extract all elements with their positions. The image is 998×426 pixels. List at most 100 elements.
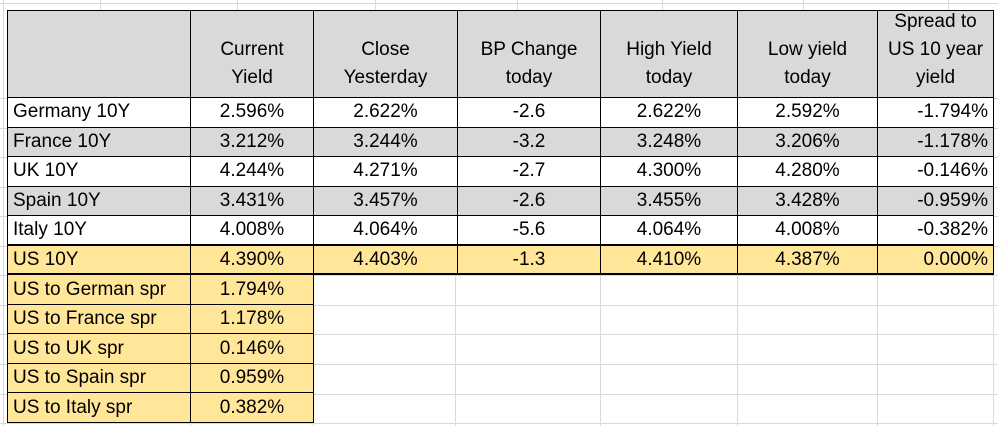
cell-us-spain-spr-value[interactable]: 0.959% <box>191 363 314 394</box>
cell-header-close-yesterday[interactable]: Close Yesterday <box>314 11 458 98</box>
cell-us-france-spr-value[interactable]: 1.178% <box>191 304 314 335</box>
empty-cell <box>738 393 878 423</box>
cell-us-high[interactable]: 4.410% <box>601 245 738 276</box>
gridline <box>455 276 456 426</box>
gridline <box>600 276 601 426</box>
cell-france-high[interactable]: 3.248% <box>601 127 738 158</box>
cell-spain-high[interactable]: 3.455% <box>601 186 738 217</box>
empty-cell <box>601 275 738 305</box>
gridline <box>803 0 804 10</box>
cell-italy-close[interactable]: 4.064% <box>314 216 458 246</box>
cell-header-spread[interactable]: Spread to US 10 year yield <box>878 11 994 98</box>
gridline <box>375 0 376 10</box>
cell-spain-current[interactable]: 3.431% <box>191 186 314 217</box>
empty-cell <box>314 364 458 394</box>
empty-cell <box>314 305 458 335</box>
gridline <box>3 0 4 426</box>
cell-us-current[interactable]: 4.390% <box>191 245 314 276</box>
empty-cell <box>458 393 601 423</box>
cell-us-france-spr-label[interactable]: US to France spr <box>8 304 191 335</box>
gridline <box>0 3 998 4</box>
cell-us-low[interactable]: 4.387% <box>738 245 878 276</box>
cell-us-uk-spr-value[interactable]: 0.146% <box>191 334 314 364</box>
cell-germany-bp[interactable]: -2.6 <box>458 98 601 128</box>
cell-uk-high[interactable]: 4.300% <box>601 157 738 187</box>
cell-us-bp[interactable]: -1.3 <box>458 245 601 276</box>
empty-cell <box>878 275 994 305</box>
empty-cell <box>314 275 458 305</box>
empty-cell <box>738 275 878 305</box>
cell-italy-current[interactable]: 4.008% <box>191 216 314 246</box>
cell-france-bp[interactable]: -3.2 <box>458 127 601 158</box>
cell-spain-close[interactable]: 3.457% <box>314 186 458 217</box>
gridline <box>237 0 238 10</box>
gridline <box>0 423 998 424</box>
cell-spain-bp[interactable]: -2.6 <box>458 186 601 217</box>
cell-germany-close[interactable]: 2.622% <box>314 98 458 128</box>
empty-cell <box>601 305 738 335</box>
cell-france-low[interactable]: 3.206% <box>738 127 878 158</box>
cell-header-high-yield[interactable]: High Yield today <box>601 11 738 98</box>
cell-header-current-yield[interactable]: Current Yield <box>191 11 314 98</box>
cell-germany-spread[interactable]: -1.794% <box>878 98 994 128</box>
cell-spain-low[interactable]: 3.428% <box>738 186 878 217</box>
gridline <box>0 364 998 365</box>
gridline <box>948 0 949 10</box>
empty-cell <box>878 393 994 423</box>
cell-us-german-spr-value[interactable]: 1.794% <box>191 275 314 305</box>
cell-italy-bp[interactable]: -5.6 <box>458 216 601 246</box>
empty-cell <box>738 305 878 335</box>
gridline <box>737 276 738 426</box>
cell-us-spain-spr-label[interactable]: US to Spain spr <box>8 363 191 394</box>
empty-cell <box>458 364 601 394</box>
cell-us-italy-spr-label[interactable]: US to Italy spr <box>8 393 191 424</box>
cell-uk-bp[interactable]: -2.7 <box>458 157 601 187</box>
cell-uk-label[interactable]: UK 10Y <box>8 157 191 187</box>
cell-uk-low[interactable]: 4.280% <box>738 157 878 187</box>
empty-cell <box>878 334 994 364</box>
gridline <box>517 0 518 10</box>
cell-spain-spread[interactable]: -0.959% <box>878 186 994 217</box>
cell-us-close[interactable]: 4.403% <box>314 245 458 276</box>
cell-italy-label[interactable]: Italy 10Y <box>8 216 191 246</box>
cell-france-close[interactable]: 3.244% <box>314 127 458 158</box>
cell-germany-current[interactable]: 2.596% <box>191 98 314 128</box>
gridline <box>662 0 663 10</box>
empty-cell <box>878 305 994 335</box>
empty-cell <box>458 275 601 305</box>
cell-italy-low[interactable]: 4.008% <box>738 216 878 246</box>
cell-us-italy-spr-value[interactable]: 0.382% <box>191 393 314 424</box>
empty-cell <box>601 393 738 423</box>
cell-germany-label[interactable]: Germany 10Y <box>8 98 191 128</box>
cell-header-low-yield[interactable]: Low yield today <box>738 11 878 98</box>
gridline <box>0 334 998 335</box>
yields-table: Current Yield Close Yesterday BP Change … <box>7 10 994 424</box>
cell-germany-low[interactable]: 2.592% <box>738 98 878 128</box>
cell-germany-high[interactable]: 2.622% <box>601 98 738 128</box>
gridline <box>0 394 998 395</box>
cell-header-bp-change[interactable]: BP Change today <box>458 11 601 98</box>
cell-us-label[interactable]: US 10Y <box>8 245 191 276</box>
cell-italy-spread[interactable]: -0.382% <box>878 216 994 246</box>
cell-uk-spread[interactable]: -0.146% <box>878 157 994 187</box>
cell-italy-high[interactable]: 4.064% <box>601 216 738 246</box>
cell-france-current[interactable]: 3.212% <box>191 127 314 158</box>
empty-cell <box>458 334 601 364</box>
gridline <box>100 0 101 10</box>
gridline <box>0 275 998 276</box>
gridline <box>993 276 994 426</box>
cell-us-spread[interactable]: 0.000% <box>878 245 994 276</box>
cell-france-spread[interactable]: -1.178% <box>878 127 994 158</box>
cell-spain-label[interactable]: Spain 10Y <box>8 186 191 217</box>
empty-cell <box>314 393 458 423</box>
gridline <box>0 305 998 306</box>
empty-cell <box>601 364 738 394</box>
cell-uk-close[interactable]: 4.271% <box>314 157 458 187</box>
cell-header-blank[interactable] <box>8 11 191 98</box>
empty-cell <box>878 364 994 394</box>
cell-france-label[interactable]: France 10Y <box>8 127 191 158</box>
cell-us-uk-spr-label[interactable]: US to UK spr <box>8 334 191 364</box>
cell-us-german-spr-label[interactable]: US to German spr <box>8 275 191 305</box>
cell-uk-current[interactable]: 4.244% <box>191 157 314 187</box>
